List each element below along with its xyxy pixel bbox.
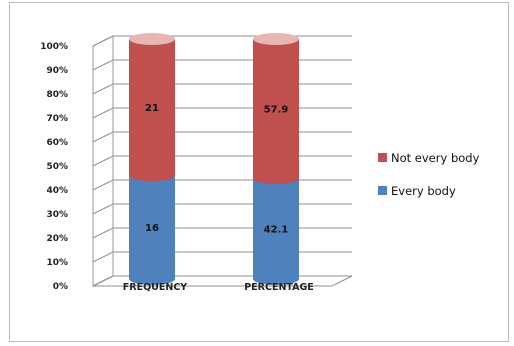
gridline-side (92, 59, 114, 71)
y-tick-label: 70% (46, 114, 68, 124)
cylinder-top-not-every-body (253, 33, 299, 45)
x-category-label: PERCENTAGE (244, 282, 314, 293)
gridline-side (92, 203, 114, 215)
gridline-side (92, 251, 114, 263)
floor (92, 275, 353, 287)
legend-label: Every body (391, 184, 456, 198)
gridline-side (92, 179, 114, 191)
chart-area: 0% 10% 20% 30% 40% 50% 60% 70% 80% 90% 100% 16 21 42.… (9, 2, 509, 342)
y-tick-label: 80% (46, 90, 68, 100)
legend-swatch (378, 186, 387, 195)
stacked-cylinder-chart: 0% 10% 20% 30% 40% 50% 60% 70% 80% 90% 100% 16 21 42.… (40, 33, 480, 293)
y-tick-label: 30% (46, 210, 68, 220)
y-tick-label: 60% (46, 138, 68, 148)
gridline-side (92, 131, 114, 143)
y-tick-label: 90% (46, 66, 68, 76)
gridline-side (92, 107, 114, 119)
gridline-side (92, 155, 114, 167)
x-category-label: FREQUENCY (123, 282, 187, 293)
y-tick-label: 40% (46, 186, 68, 196)
gridline-side (92, 35, 114, 47)
y-tick-label: 100% (40, 42, 68, 52)
gridline-side (92, 227, 114, 239)
y-tick-label: 20% (46, 234, 68, 244)
data-label: 16 (145, 223, 159, 234)
data-label: 57.9 (264, 104, 289, 115)
legend-swatch (378, 153, 387, 162)
gridline-side (92, 83, 114, 95)
y-tick-label: 10% (46, 258, 68, 268)
cylinder-top-not-every-body (129, 33, 175, 45)
y-tick-label: 50% (46, 162, 68, 172)
cylinder-segment-not-every-body (129, 39, 175, 182)
cylinder-segment-not-every-body (253, 39, 299, 184)
data-label: 42.1 (264, 224, 289, 235)
data-label: 21 (145, 103, 159, 114)
legend-label: Not every body (391, 151, 480, 165)
y-tick-label: 0% (53, 282, 68, 292)
cylinder-segment-every-body (129, 175, 175, 285)
cylinder-segment-every-body (253, 177, 299, 285)
